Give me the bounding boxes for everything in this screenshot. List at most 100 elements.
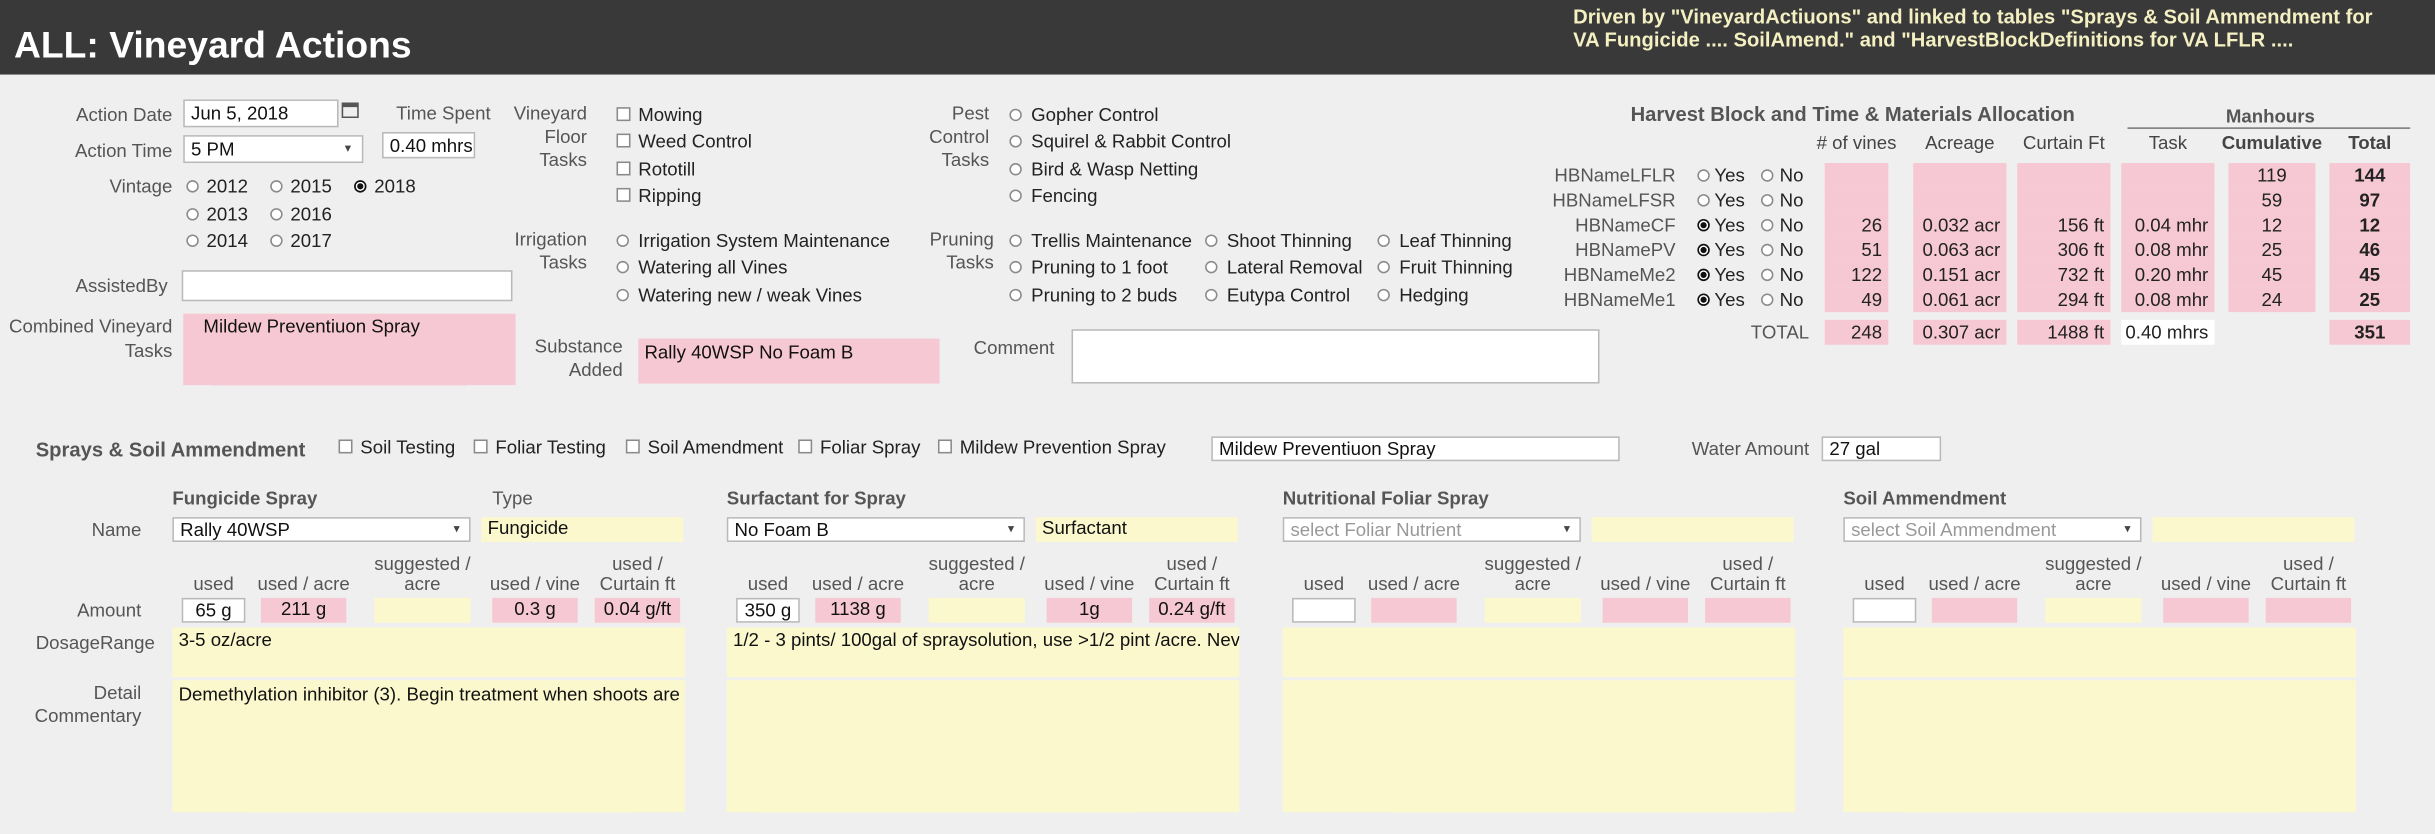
table-cell: 0.04 mhr [2121,212,2215,238]
amount-header: used / Curtain ft [2270,552,2347,595]
checkbox[interactable] [798,439,813,454]
radio-button[interactable] [1697,293,1710,306]
amount-field[interactable]: 1138 g [815,597,901,623]
radio-button[interactable] [1009,288,1022,301]
commentary-field[interactable] [726,680,1240,813]
radio-button[interactable] [1761,194,1774,207]
radio-button[interactable] [616,261,629,274]
type-field[interactable]: Surfactant [1035,517,1238,542]
checkbox[interactable] [616,160,631,175]
amount-field[interactable] [1705,597,1791,623]
radio-button[interactable] [186,180,199,193]
radio-button[interactable] [1205,288,1218,301]
amount-field[interactable]: 0.3 g [492,597,578,623]
field-label: Comment [973,336,1055,359]
radio-button[interactable] [1205,261,1218,274]
commentary-field[interactable]: Demethylation inhibitor (3). Begin treat… [172,680,685,813]
amount-field[interactable]: 211 g [260,597,347,623]
radio-button[interactable] [270,180,283,193]
amount-header: used / vine [489,573,581,595]
amount-field[interactable] [1371,597,1457,623]
radio-button[interactable] [1697,169,1710,182]
radio-button[interactable] [1205,234,1218,247]
radio-button[interactable] [1009,108,1022,122]
amount-field[interactable]: 65 g [181,597,246,623]
checkbox[interactable] [625,439,640,454]
action-date-field[interactable]: Jun 5, 2018 [183,99,339,128]
radio-button[interactable] [1761,268,1774,282]
amount-field[interactable] [2163,597,2249,623]
radio-button[interactable] [270,234,283,247]
water-amount-field[interactable]: 27 gal [1821,436,1942,462]
radio-button[interactable] [270,207,283,220]
checkbox[interactable] [473,439,488,454]
checkbox[interactable] [616,107,631,122]
radio-button[interactable] [1697,243,1710,257]
amount-field[interactable]: 0.04 g/ft [594,597,681,623]
amount-header: suggested / acre [374,552,471,595]
radio-button[interactable] [1377,261,1390,274]
type-field[interactable] [2152,517,2355,542]
radio-button[interactable] [1009,162,1022,175]
radio-button[interactable] [1761,218,1774,232]
amount-field[interactable] [2045,597,2142,623]
substance-added-field[interactable]: Rally 40WSP No Foam B [638,338,940,384]
row-label: Name [91,518,142,541]
combined-tasks-field[interactable]: Mildew Preventiuon Spray [183,313,516,386]
amount-field[interactable] [1484,597,1581,623]
time-spent-field[interactable]: 0.40 mhrs [382,131,476,159]
amount-field[interactable] [2265,597,2352,623]
type-field[interactable]: Fungicide [481,517,684,542]
commentary-field[interactable] [1282,680,1796,813]
table-cell [1913,163,2007,188]
radio-button[interactable] [354,180,367,193]
radio-button[interactable] [1697,268,1710,282]
radio-button[interactable] [1761,243,1774,257]
radio-button[interactable] [1009,261,1022,274]
radio-button[interactable] [1377,234,1390,247]
calendar-icon[interactable] [341,102,359,119]
radio-button[interactable] [186,207,199,220]
type-field[interactable] [1591,517,1794,542]
radio-button[interactable] [1009,234,1022,247]
group-rule [2127,127,2411,129]
radio-button[interactable] [1009,189,1022,202]
amount-header: suggested / acre [2045,552,2142,595]
checkbox[interactable] [937,439,952,454]
amount-field[interactable]: 0.24 g/ft [1149,597,1235,623]
name-dropdown[interactable]: No Foam B [726,517,1025,542]
amount-field[interactable] [1292,597,1356,623]
amount-field[interactable] [1602,597,1689,623]
radio-button[interactable] [616,288,629,301]
radio-button[interactable] [1761,169,1774,182]
action-time-field[interactable]: 5 PM [183,135,364,164]
dosage-field[interactable] [1282,627,1796,678]
spray-task-field[interactable]: Mildew Preventiuon Spray [1211,436,1620,462]
amount-field[interactable]: 1g [1046,597,1133,623]
commentary-field[interactable] [1843,680,2356,813]
radio-button[interactable] [186,234,199,247]
assisted-by-field[interactable] [181,270,513,302]
name-dropdown[interactable]: select Soil Ammendment [1843,517,2142,542]
radio-button[interactable] [616,234,629,247]
amount-field[interactable]: 350 g [736,597,800,623]
checkbox[interactable] [616,187,631,202]
checkbox[interactable] [616,134,631,148]
radio-button[interactable] [1377,288,1390,301]
radio-button[interactable] [1009,135,1022,148]
dosage-field[interactable] [1843,627,2356,678]
comment-field[interactable] [1071,329,1600,384]
radio-button[interactable] [1761,293,1774,306]
radio-button[interactable] [1697,218,1710,232]
name-dropdown[interactable]: Rally 40WSP [172,517,471,542]
dosage-field[interactable]: 1/2 - 3 pints/ 100gal of spraysolution, … [726,627,1240,678]
amount-field[interactable] [928,597,1025,623]
name-dropdown[interactable]: select Foliar Nutrient [1282,517,1581,542]
amount-field[interactable] [1852,597,1917,623]
dosage-field[interactable]: 3-5 oz/acre [172,627,685,678]
checkbox[interactable] [338,439,353,454]
amount-field[interactable] [1931,597,2018,623]
amount-field[interactable] [374,597,471,623]
radio-button[interactable] [1697,194,1710,207]
